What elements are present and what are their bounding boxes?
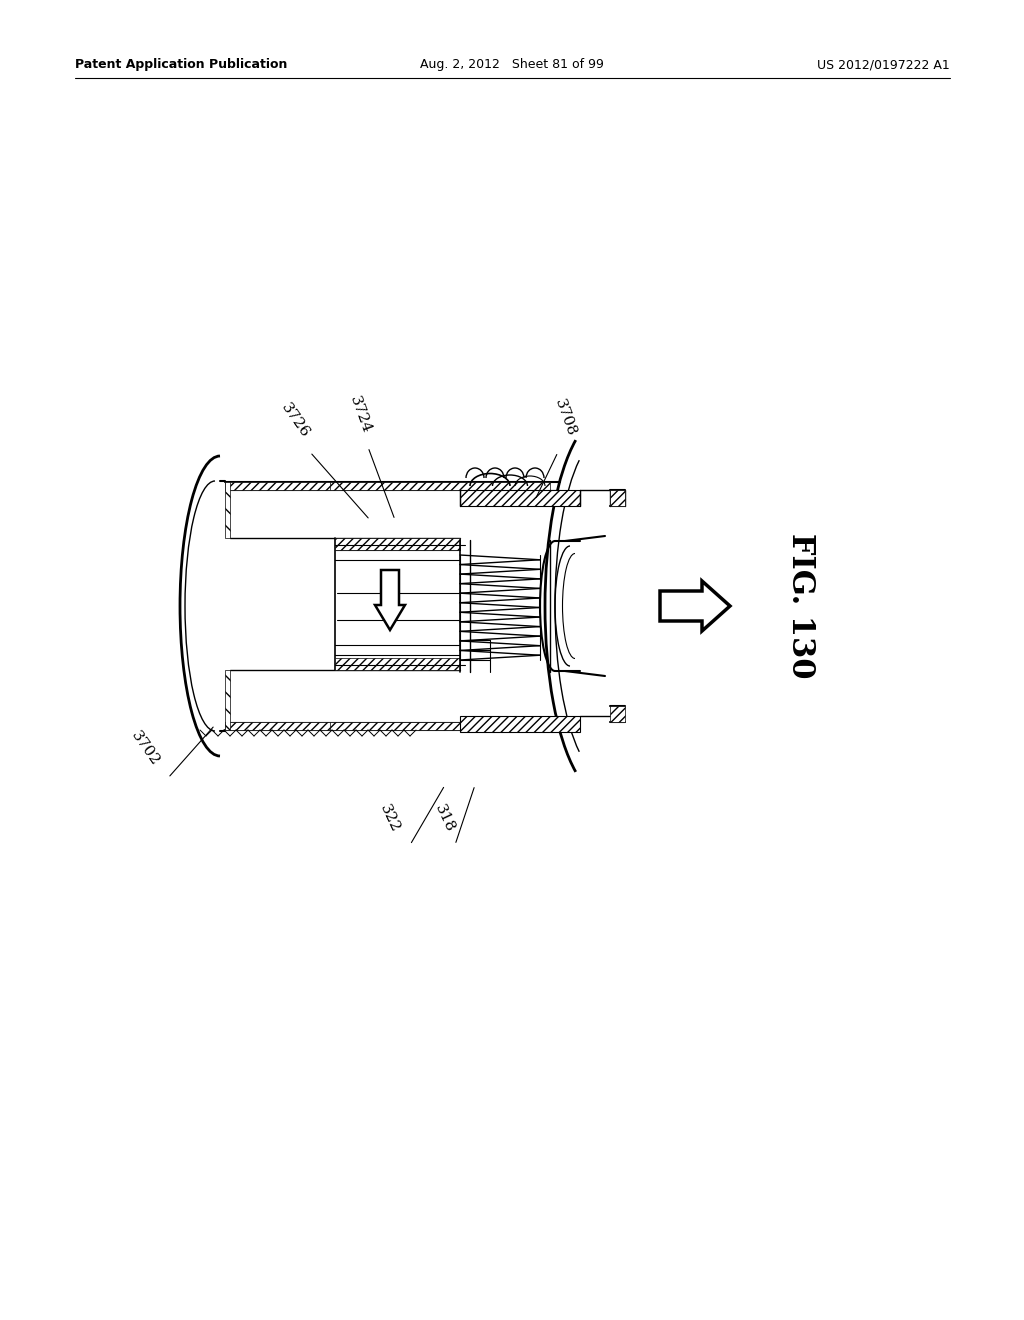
Polygon shape — [225, 722, 330, 730]
Bar — [460, 490, 580, 506]
Bar — [330, 722, 550, 730]
Text: US 2012/0197222 A1: US 2012/0197222 A1 — [817, 58, 950, 71]
FancyArrow shape — [660, 581, 730, 631]
Polygon shape — [225, 722, 340, 730]
Text: 3726: 3726 — [279, 400, 312, 440]
Text: 3702: 3702 — [128, 729, 162, 768]
Bar — [335, 539, 460, 550]
Polygon shape — [225, 482, 230, 539]
Bar — [460, 715, 580, 733]
Text: FIG. 130: FIG. 130 — [784, 533, 815, 678]
Polygon shape — [225, 482, 330, 490]
Polygon shape — [225, 482, 340, 490]
Bar — [335, 657, 460, 671]
Text: Aug. 2, 2012   Sheet 81 of 99: Aug. 2, 2012 Sheet 81 of 99 — [420, 58, 604, 71]
Text: 318: 318 — [432, 803, 458, 836]
Bar — [610, 490, 625, 506]
FancyArrow shape — [375, 570, 406, 630]
Text: 3724: 3724 — [347, 393, 373, 436]
Text: Patent Application Publication: Patent Application Publication — [75, 58, 288, 71]
Bar — [330, 482, 550, 490]
Polygon shape — [225, 671, 230, 730]
Text: 3708: 3708 — [552, 397, 579, 438]
Text: 322: 322 — [378, 803, 402, 836]
Bar — [610, 706, 625, 722]
